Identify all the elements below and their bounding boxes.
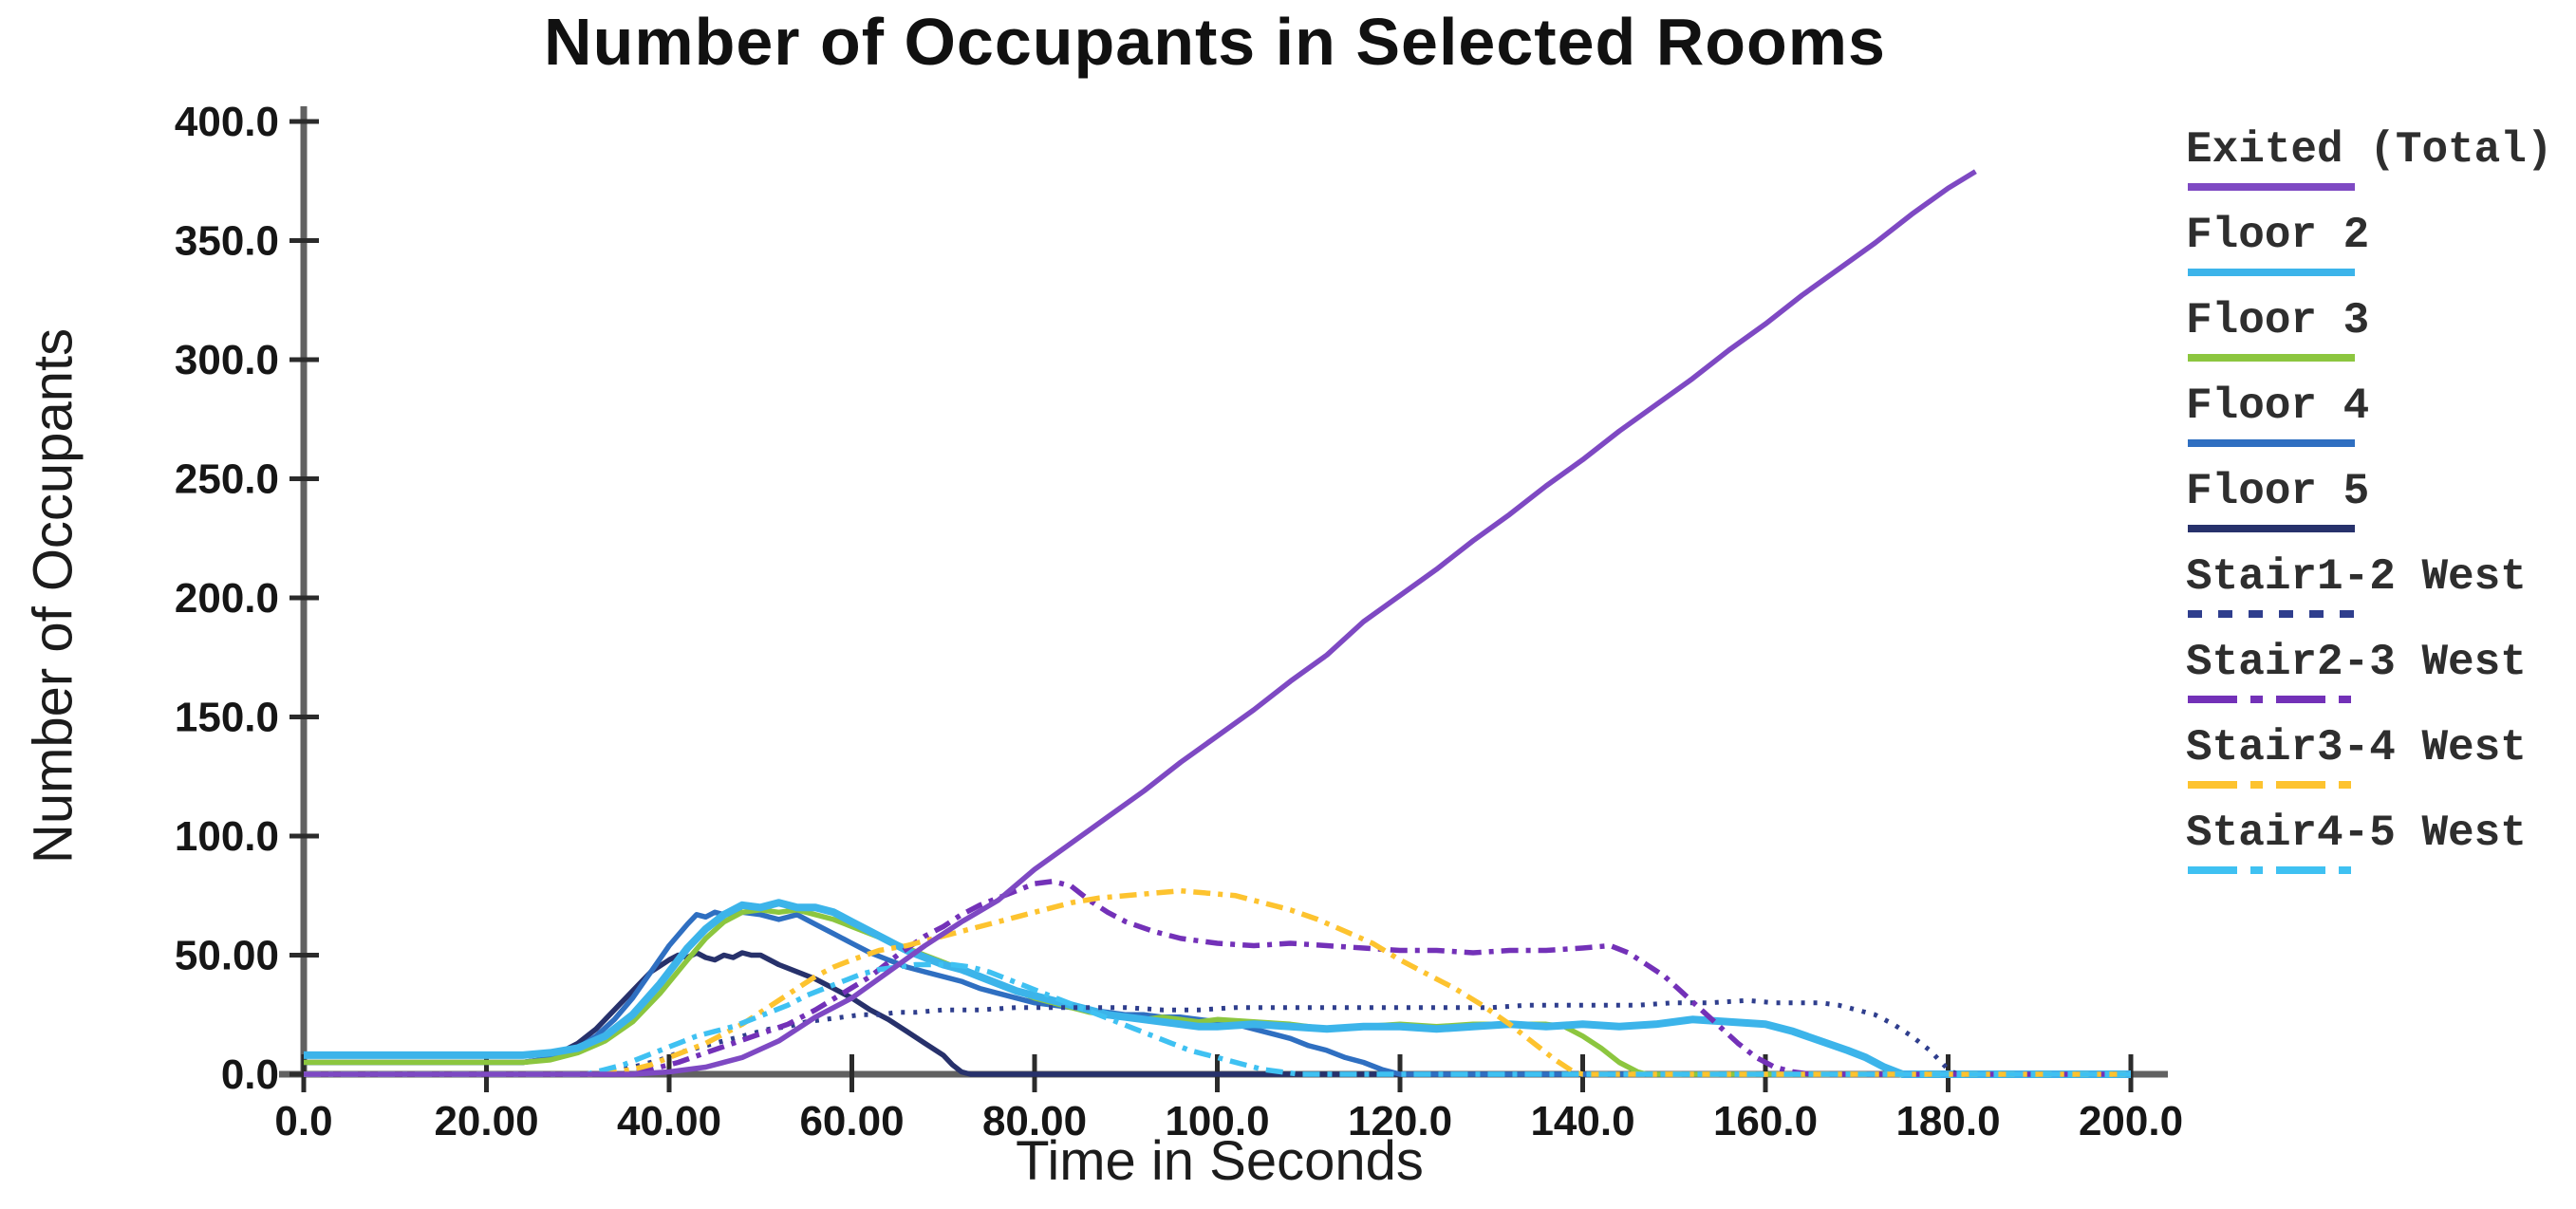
x-tick-label: 0.0: [274, 1098, 332, 1144]
x-tick-label: 20.00: [434, 1098, 538, 1144]
legend-swatch-line: [2188, 866, 2355, 874]
chart-title: Number of Occupants in Selected Rooms: [544, 5, 1886, 79]
y-tick-label: 150.0: [175, 695, 279, 741]
series-floor-5: [304, 950, 2131, 1077]
series-exited-total-: [304, 169, 1977, 1077]
legend-label: Stair1-2 West: [2186, 552, 2527, 602]
legend-swatch-line: [2188, 696, 2355, 703]
legend-label: Floor 2: [2186, 211, 2370, 260]
legend-item-floor-2: Floor 2: [2186, 213, 2552, 298]
y-tick-label: 0.0: [221, 1051, 279, 1098]
legend-item-floor-3: Floor 3: [2186, 298, 2552, 383]
legend-item-stair3-4-west: Stair3-4 West: [2186, 725, 2552, 810]
legend: Exited (Total) Floor 2 Floor 3 Floor 4 Floor…: [2186, 127, 2552, 896]
x-tick-label: 180.0: [1895, 1098, 2000, 1144]
legend-swatch-line: [2188, 525, 2355, 532]
series-floor-4: [304, 909, 2131, 1077]
legend-label: Exited (Total): [2186, 125, 2553, 175]
x-axis-title: Time in Seconds: [1016, 1130, 1424, 1192]
legend-item-floor-5: Floor 5: [2186, 469, 2552, 554]
series-stair2-3-west: [304, 878, 2131, 1077]
y-tick-label: 200.0: [175, 575, 279, 622]
series-floor-2: [304, 899, 2131, 1078]
y-tick-label: 350.0: [175, 218, 279, 265]
legend-label: Floor 3: [2186, 296, 2370, 345]
legend-swatch-line: [2188, 439, 2355, 447]
series-stair3-4-west: [304, 887, 2131, 1077]
legend-label: Stair2-3 West: [2186, 638, 2527, 687]
y-tick-label: 100.0: [175, 813, 279, 860]
legend-item-floor-4: Floor 4: [2186, 383, 2552, 469]
legend-swatch-line: [2188, 269, 2355, 276]
legend-swatch-line: [2188, 781, 2355, 789]
x-tick-label: 100.0: [1165, 1098, 1269, 1144]
y-tick-label: 250.0: [175, 456, 279, 503]
x-tick-label: 80.00: [982, 1098, 1087, 1144]
legend-item-stair1-2-west: Stair1-2 West: [2186, 554, 2552, 640]
x-tick-label: 160.0: [1713, 1098, 1818, 1144]
legend-item-stair2-3-west: Stair2-3 West: [2186, 640, 2552, 725]
legend-swatch-line: [2188, 354, 2355, 362]
y-tick-label: 50.00: [175, 933, 279, 979]
legend-swatch-line: [2188, 183, 2355, 191]
legend-label: Stair3-4 West: [2186, 723, 2527, 772]
series-stair4-5-west: [304, 961, 2131, 1077]
legend-label: Floor 4: [2186, 381, 2370, 431]
legend-label: Stair4-5 West: [2186, 809, 2527, 858]
x-tick-label: 120.0: [1348, 1098, 1452, 1144]
y-tick-label: 300.0: [175, 337, 279, 383]
y-axis-title: Number of Occupants: [22, 327, 84, 865]
x-tick-label: 40.00: [617, 1098, 721, 1144]
x-tick-label: 200.0: [2079, 1098, 2183, 1144]
x-tick-label: 140.0: [1530, 1098, 1634, 1144]
x-tick-label: 60.00: [799, 1098, 904, 1144]
y-tick-label: 400.0: [175, 99, 279, 145]
legend-item-exited-total-: Exited (Total): [2186, 127, 2552, 213]
legend-item-stair4-5-west: Stair4-5 West: [2186, 810, 2552, 896]
legend-swatch-line: [2188, 610, 2355, 618]
legend-label: Floor 5: [2186, 467, 2370, 516]
